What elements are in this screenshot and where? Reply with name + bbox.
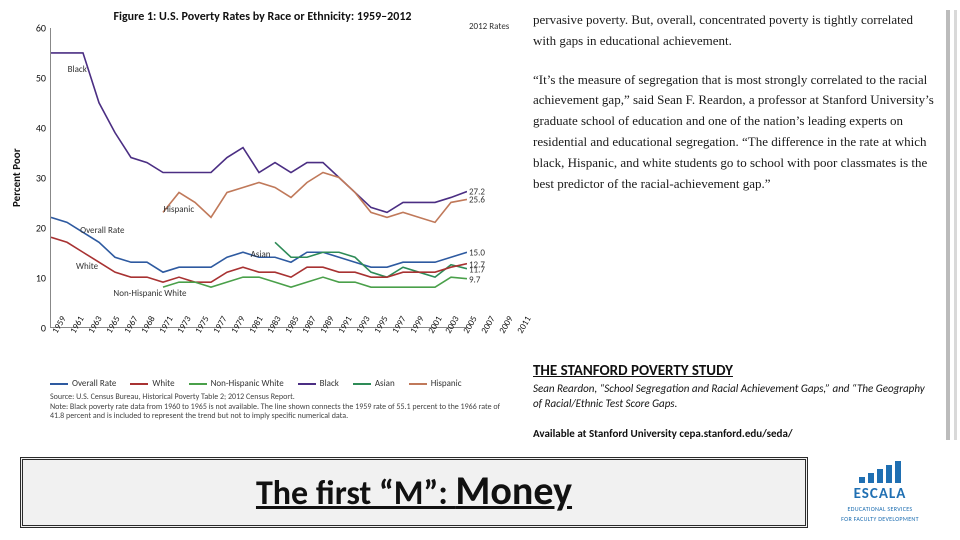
footer: The first “M”: Money ESCALA EDUCATIONAL …: [20, 456, 940, 528]
series-label: Black: [68, 64, 87, 75]
decorative-bar: [954, 10, 957, 440]
legend-label: Asian: [375, 378, 395, 389]
logo-word: ESCALA: [854, 485, 907, 503]
chart-legend: Overall Rate White Non-Hispanic White Black…: [50, 376, 515, 393]
headline-prefix: The first “M”:: [256, 473, 455, 514]
chart-title: Figure 1: U.S. Poverty Rates by Race or …: [10, 10, 515, 24]
y-tick: 30: [36, 172, 46, 185]
text-column: pervasive poverty. But, overall, concent…: [527, 10, 950, 440]
y-tick: 40: [36, 122, 46, 135]
logo-bars-icon: [859, 461, 901, 483]
headline-big: Money: [455, 466, 572, 515]
chart-main: Percent Poor 0102030405060 BlackHispanic…: [10, 28, 515, 328]
end-values-header: 2012 Rates: [469, 22, 509, 32]
end-value: 25.6: [469, 195, 485, 206]
legend-label: Hispanic: [431, 378, 462, 389]
study-citation: Sean Reardon, “School Segregation and Ra…: [533, 382, 936, 411]
legend-swatch: [298, 383, 316, 385]
legend-label: Non-Hispanic White: [211, 378, 284, 389]
end-value: 15.0: [469, 248, 485, 259]
y-tick: 20: [36, 222, 46, 235]
logo-bar: [868, 473, 874, 483]
legend-item: White: [130, 378, 174, 389]
logo-sub2: FOR FACULTY DEVELOPMENT: [841, 515, 919, 523]
legend-swatch: [50, 383, 68, 385]
legend-label: White: [152, 378, 174, 389]
legend-swatch: [409, 383, 427, 385]
y-tick: 10: [36, 272, 46, 285]
legend-swatch: [130, 383, 148, 385]
study-block: THE STANFORD POVERTY STUDY Sean Reardon,…: [533, 362, 936, 440]
y-tick: 50: [36, 72, 46, 85]
study-title: THE STANFORD POVERTY STUDY: [533, 362, 936, 380]
series-label: Non-Hispanic White: [113, 288, 186, 299]
legend-label: Black: [320, 378, 339, 389]
study-availability: Available at Stanford University cepa.st…: [533, 427, 936, 440]
headline-box: The first “M”: Money: [20, 457, 808, 528]
logo-bar: [886, 465, 892, 483]
logo-bar: [895, 461, 901, 483]
logo-bar: [877, 469, 883, 483]
chart-wrap: Percent Poor 0102030405060 BlackHispanic…: [10, 28, 515, 440]
y-tick: 0: [41, 322, 46, 335]
end-values: 2012 Rates 27.225.615.012.711.79.7: [467, 28, 515, 328]
paragraph-quote: “It’s the measure of segregation that is…: [533, 70, 936, 195]
y-axis-label: Percent Poor: [10, 28, 26, 328]
legend-item: Overall Rate: [50, 378, 116, 389]
headline-text: The first “M”: Money: [256, 473, 572, 514]
paragraph-intro: pervasive poverty. But, overall, concent…: [533, 10, 936, 52]
series-label: Hispanic: [163, 204, 194, 215]
legend-item: Asian: [353, 378, 395, 389]
legend-swatch: [189, 383, 207, 385]
series-label: Overall Rate: [80, 225, 124, 236]
logo-bar: [859, 477, 865, 483]
series-label: White: [76, 261, 98, 272]
series-label: Asian: [251, 249, 271, 260]
chart-note: Note: Black poverty rate data from 1960 …: [50, 403, 515, 422]
chart-column: Figure 1: U.S. Poverty Rates by Race or …: [10, 10, 515, 440]
y-axis-ticks: 0102030405060: [26, 28, 50, 328]
legend-label: Overall Rate: [72, 378, 116, 389]
x-axis-ticks: 1959196119631965196719681971197319751977…: [50, 328, 515, 376]
y-tick: 60: [36, 22, 46, 35]
legend-item: Hispanic: [409, 378, 462, 389]
escala-logo: ESCALA EDUCATIONAL SERVICES FOR FACULTY …: [820, 461, 940, 523]
line-chart: Black Hispanic Overall Rate Asian White Non-H…: [50, 28, 467, 328]
logo-sub1: EDUCATIONAL SERVICES: [848, 505, 913, 513]
legend-item: Black: [298, 378, 339, 389]
legend-swatch: [353, 383, 371, 385]
content-area: Figure 1: U.S. Poverty Rates by Race or …: [10, 10, 950, 440]
end-value: 9.7: [469, 274, 480, 285]
slide: Figure 1: U.S. Poverty Rates by Race or …: [0, 0, 960, 540]
legend-item: Non-Hispanic White: [189, 378, 284, 389]
